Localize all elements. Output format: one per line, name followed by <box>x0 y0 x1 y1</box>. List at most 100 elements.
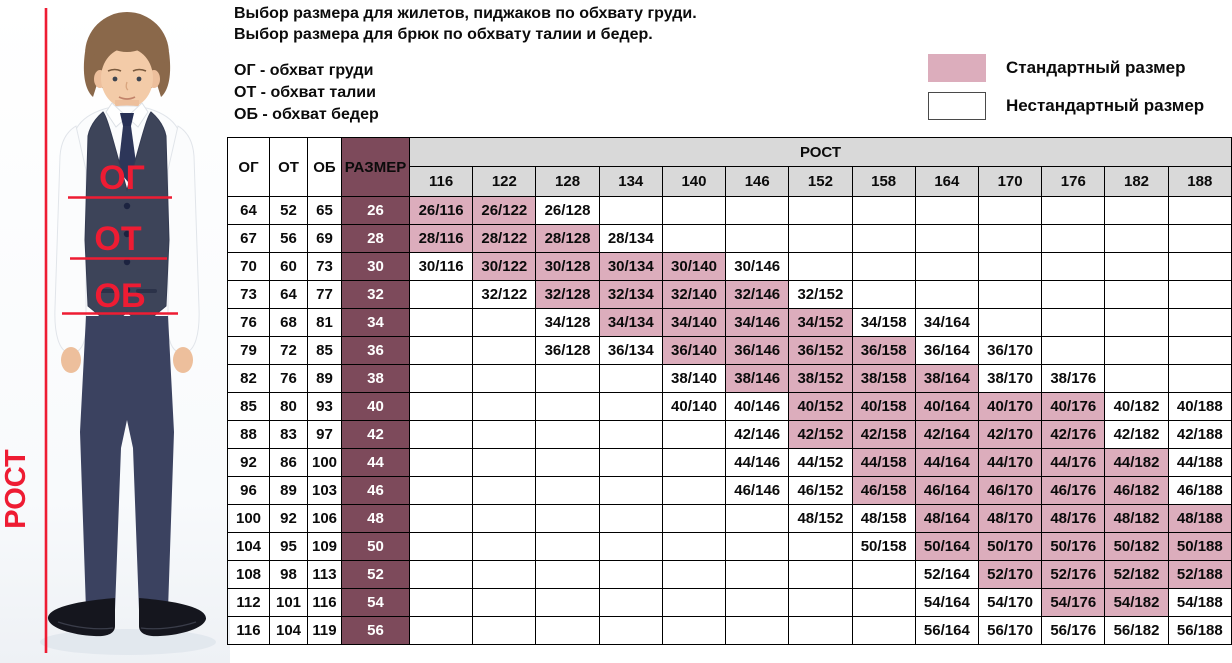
empty-cell <box>788 196 853 225</box>
empty-cell <box>535 560 600 589</box>
table-row-size-40: 85 80 93 40 40/140 40/146 40/152 40/158 40/164 40… <box>227 392 1232 421</box>
size-value: 46 <box>341 476 410 505</box>
empty-cell <box>472 588 537 617</box>
size-value: 28 <box>341 224 410 253</box>
empty-cell <box>661 504 727 533</box>
title-line-1: Выбор размера для жилетов, пиджаков по о… <box>234 5 697 22</box>
ot-value: 60 <box>269 252 308 281</box>
empty-cell <box>408 504 474 533</box>
legend: Стандартный размер Нестандартный размер <box>928 53 1204 129</box>
empty-cell <box>725 224 790 253</box>
floor-shadow <box>40 629 216 655</box>
height-header-164: 164 <box>914 166 979 197</box>
empty-cell <box>1167 336 1232 365</box>
size-height-cell: 44/158 <box>851 448 916 477</box>
size-value: 48 <box>341 504 410 533</box>
ob-value: 85 <box>307 336 342 365</box>
size-height-cell: 36/170 <box>977 336 1043 365</box>
size-height-cell: 54/182 <box>1104 588 1169 617</box>
empty-cell <box>408 448 474 477</box>
empty-cell <box>598 616 663 645</box>
empty-cell <box>914 224 979 253</box>
size-height-cell: 36/134 <box>598 336 663 365</box>
size-value: 52 <box>341 560 410 589</box>
size-height-cell: 52/170 <box>977 560 1043 589</box>
empty-cell <box>408 420 474 449</box>
empty-cell <box>472 448 537 477</box>
size-height-cell: 28/134 <box>598 224 663 253</box>
empty-cell <box>977 280 1043 309</box>
size-value: 50 <box>341 532 410 561</box>
size-height-cell: 34/128 <box>535 308 600 337</box>
size-height-cell: 32/140 <box>661 280 727 309</box>
empty-cell <box>661 420 727 449</box>
empty-cell <box>472 392 537 421</box>
abbr-waist: ОТ - обхват талии <box>234 84 376 101</box>
ob-value: 77 <box>307 280 342 309</box>
empty-cell <box>661 196 727 225</box>
empty-cell <box>1167 308 1232 337</box>
size-height-cell: 50/176 <box>1041 532 1106 561</box>
size-value: 36 <box>341 336 410 365</box>
empty-cell <box>472 560 537 589</box>
size-height-cell: 52/188 <box>1167 560 1232 589</box>
height-header-158: 158 <box>851 166 916 197</box>
size-height-cell: 44/164 <box>914 448 979 477</box>
column-header-ot: ОТ <box>269 137 308 197</box>
table-row-size-52: 108 98 113 52 52/164 52/170 52/176 52/182 52/188 <box>227 560 1232 589</box>
empty-cell <box>1104 336 1169 365</box>
empty-cell <box>598 364 663 393</box>
size-height-cell: 42/146 <box>725 420 790 449</box>
size-height-cell: 56/176 <box>1041 616 1106 645</box>
height-header-134: 134 <box>598 166 663 197</box>
empty-cell <box>1104 364 1169 393</box>
size-height-cell: 34/140 <box>661 308 727 337</box>
ob-value: 65 <box>307 196 342 225</box>
size-height-cell: 32/152 <box>788 280 853 309</box>
empty-cell <box>851 224 916 253</box>
og-value: 67 <box>227 224 270 253</box>
empty-cell <box>598 504 663 533</box>
size-value: 34 <box>341 308 410 337</box>
nonstandard-size-label: Нестандартный размер <box>1006 95 1205 115</box>
empty-cell <box>851 616 916 645</box>
size-height-cell: 26/128 <box>535 196 600 225</box>
size-height-cell: 42/158 <box>851 420 916 449</box>
size-height-cell: 56/188 <box>1167 616 1232 645</box>
empty-cell <box>472 616 537 645</box>
ot-value: 56 <box>269 224 308 253</box>
size-height-cell: 48/170 <box>977 504 1043 533</box>
empty-cell <box>914 252 979 281</box>
empty-cell <box>1041 308 1106 337</box>
height-header-128: 128 <box>535 166 600 197</box>
size-height-cell: 40/152 <box>788 392 853 421</box>
empty-cell <box>472 308 537 337</box>
table-row-size-32: 73 64 77 32 32/122 32/128 32/134 32/140 32/146 32… <box>227 280 1232 309</box>
table-row-size-26: 64 52 65 26 26/116 26/122 26/128 <box>227 196 1232 225</box>
size-height-cell: 36/128 <box>535 336 600 365</box>
size-height-cell: 54/164 <box>914 588 979 617</box>
og-value: 104 <box>227 532 270 561</box>
table-row-size-46: 96 89 103 46 46/146 46/152 46/158 46/164 46/170 4… <box>227 476 1232 505</box>
og-value: 116 <box>227 616 270 645</box>
size-height-cell: 36/146 <box>725 336 790 365</box>
empty-cell <box>661 532 727 561</box>
ot-value: 68 <box>269 308 308 337</box>
size-height-cell: 28/128 <box>535 224 600 253</box>
size-height-cell: 32/128 <box>535 280 600 309</box>
size-height-cell: 40/164 <box>914 392 979 421</box>
ob-value: 89 <box>307 364 342 393</box>
size-height-cell: 30/134 <box>598 252 663 281</box>
size-height-cell: 50/188 <box>1167 532 1232 561</box>
empty-cell <box>535 448 600 477</box>
empty-cell <box>661 224 727 253</box>
empty-cell <box>472 504 537 533</box>
empty-cell <box>725 504 790 533</box>
size-height-cell: 50/182 <box>1104 532 1169 561</box>
hips-annotation-label: ОБ <box>95 277 146 315</box>
og-value: 73 <box>227 280 270 309</box>
ot-value: 76 <box>269 364 308 393</box>
empty-cell <box>725 588 790 617</box>
size-height-cell: 46/176 <box>1041 476 1106 505</box>
